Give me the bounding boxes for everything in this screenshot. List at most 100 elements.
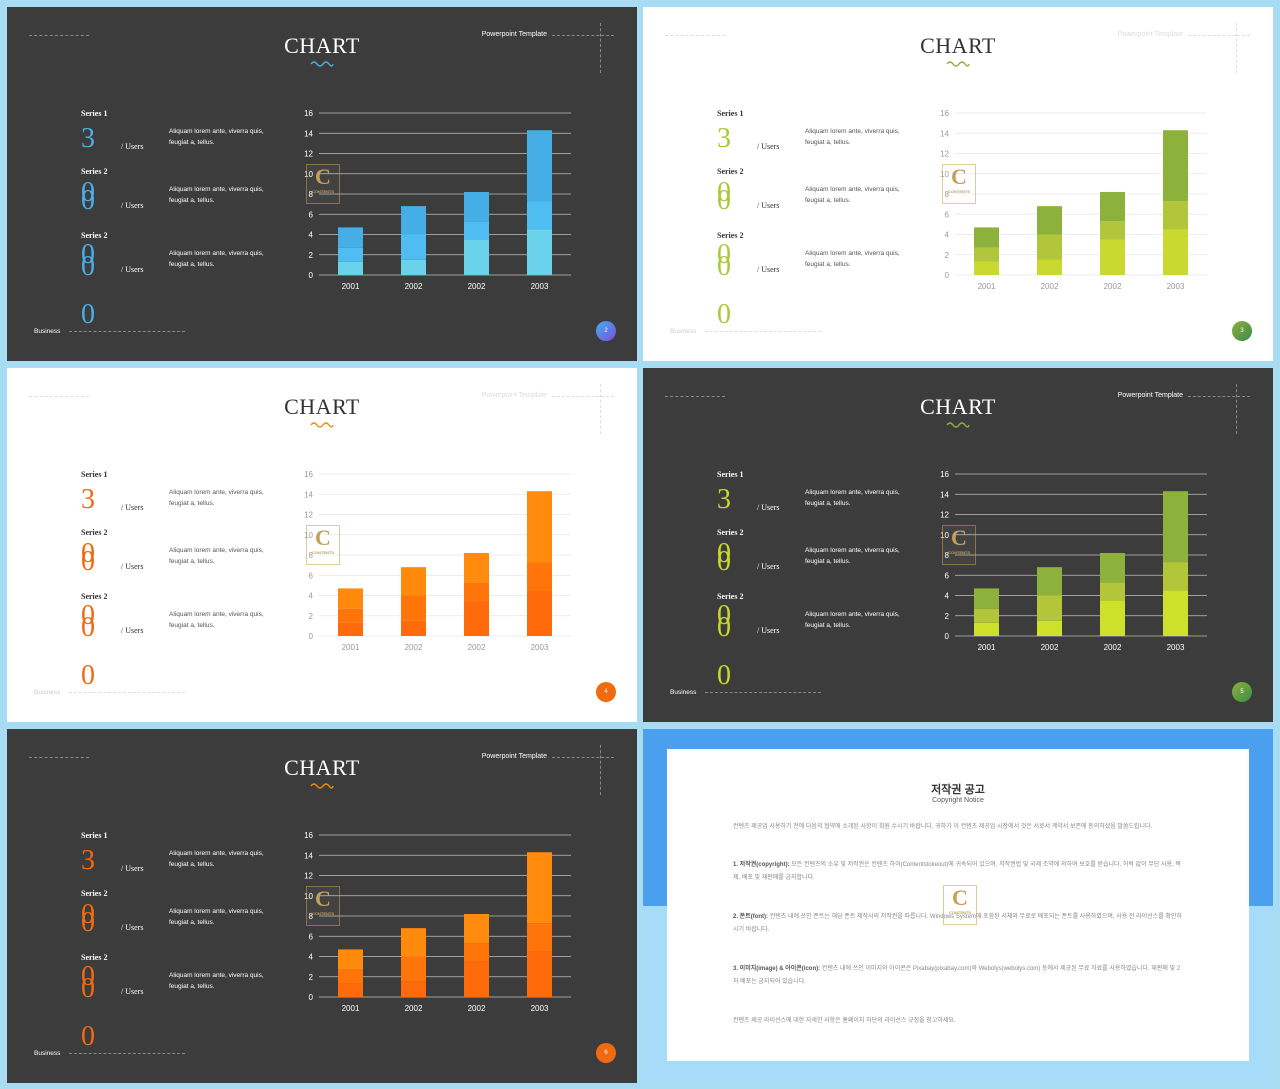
chart-slide[interactable]: Powerpoint Template CHART Series 1 3 / U… bbox=[7, 7, 637, 361]
decor-dash bbox=[1236, 384, 1237, 434]
bar-segment bbox=[1037, 259, 1062, 275]
y-tick-label: 12 bbox=[940, 511, 949, 520]
series-value: 0 bbox=[717, 538, 731, 569]
series-name: Series 1 bbox=[717, 470, 744, 479]
series-name: Series 2 bbox=[81, 592, 108, 601]
series-name: Series 2 bbox=[81, 231, 108, 240]
y-tick-label: 14 bbox=[940, 129, 949, 138]
y-tick-label: 2 bbox=[309, 973, 314, 982]
series-unit: / Users bbox=[121, 265, 144, 274]
series-value-overlap: 0 bbox=[717, 546, 731, 577]
x-tick-label: 2002 bbox=[468, 643, 486, 652]
x-tick-label: 2002 bbox=[1041, 282, 1059, 291]
series-name: Series 1 bbox=[81, 831, 108, 840]
bar-segment bbox=[527, 852, 552, 924]
series-value: 3 bbox=[81, 123, 95, 154]
bar-segment bbox=[974, 247, 999, 262]
extra-value: 0 bbox=[81, 299, 95, 330]
bar-segment bbox=[1163, 229, 1188, 275]
watermark-logo: C CONTENTS bbox=[306, 525, 340, 565]
copyright-intro: 컨텐츠 제공업 사용하기 전에 다음의 협약에 소개된 사항이 회원 수시기 바… bbox=[733, 824, 1153, 830]
x-tick-label: 2002 bbox=[1104, 643, 1122, 652]
series-value: 3 bbox=[717, 484, 731, 515]
bar-segment bbox=[1163, 201, 1188, 230]
y-tick-label: 12 bbox=[304, 872, 313, 881]
decor-dash bbox=[600, 745, 601, 795]
bar-chart: 0 2 4 6 8 10 12 14 16 2001 2002 2002 2003 bbox=[304, 470, 571, 652]
y-tick-label: 6 bbox=[309, 571, 314, 580]
chart-slide[interactable]: Powerpoint Template CHART Series 1 3 / U… bbox=[7, 368, 637, 722]
x-tick-label: 2002 bbox=[1104, 282, 1122, 291]
y-tick-label: 10 bbox=[940, 531, 949, 540]
series-name: Series 2 bbox=[717, 528, 744, 537]
page-number-badge: 5 bbox=[1232, 682, 1252, 702]
bar-segment bbox=[1100, 552, 1125, 583]
section-text: 컨텐츠 내에 쓰인 폰트는 해당 폰트 제작사의 저작권을 따릅니다. Wind… bbox=[733, 914, 1182, 933]
chart-slide[interactable]: Powerpoint Template CHART Series 1 3 / U… bbox=[7, 729, 637, 1083]
x-tick-label: 2003 bbox=[1167, 643, 1185, 652]
series-name: Series 2 bbox=[81, 167, 108, 176]
series-value-overlap: 0 bbox=[81, 973, 95, 1004]
bar-segment bbox=[1037, 206, 1062, 235]
decor-dash bbox=[69, 331, 185, 332]
business-label: Business bbox=[34, 689, 61, 696]
y-tick-label: 0 bbox=[309, 993, 314, 1002]
copyright-title: 저작권 공고 bbox=[931, 784, 985, 796]
chart-slide[interactable]: Powerpoint Template CHART Series 1 3 / U… bbox=[643, 368, 1273, 722]
wave-icon bbox=[310, 783, 334, 789]
bar-segment bbox=[974, 227, 999, 248]
chart-slide[interactable]: Powerpoint Template CHART Series 1 3 / U… bbox=[643, 7, 1273, 361]
decor-dash bbox=[1188, 396, 1250, 397]
series-value: 3 bbox=[81, 484, 95, 515]
logo-letter: C bbox=[951, 525, 967, 550]
series-desc: Aliquam lorem ante, viverra quis, feugia… bbox=[169, 972, 264, 990]
series-value: 0 bbox=[81, 538, 95, 569]
y-tick-label: 8 bbox=[945, 190, 950, 199]
x-tick-label: 2001 bbox=[978, 643, 996, 652]
series-desc: Aliquam lorem ante, viverra quis, feugia… bbox=[169, 908, 264, 926]
watermark-logo: C CONTENTS bbox=[306, 886, 340, 926]
bar-segment bbox=[338, 227, 363, 248]
y-tick-label: 4 bbox=[945, 592, 950, 601]
series-value-overlap: 0 bbox=[81, 546, 95, 577]
y-tick-label: 8 bbox=[945, 551, 950, 560]
bar-segment bbox=[338, 983, 363, 997]
bar-segment bbox=[1037, 595, 1062, 621]
bar-segment bbox=[1100, 221, 1125, 240]
copyright-section-3: 3. 이미지(image) & 아이콘(icon): 컨텐츠 내에 쓰인 이미지… bbox=[733, 963, 1185, 988]
series-value-overlap: 0 bbox=[81, 185, 95, 216]
series-unit: / Users bbox=[757, 142, 780, 151]
y-tick-label: 10 bbox=[304, 531, 313, 540]
bar-segment bbox=[338, 608, 363, 623]
series-unit: / Users bbox=[757, 265, 780, 274]
x-tick-label: 2001 bbox=[342, 643, 360, 652]
series-value: 0 bbox=[717, 239, 731, 270]
bar-segment bbox=[338, 969, 363, 984]
bar-segment bbox=[974, 261, 999, 275]
series-name: Series 2 bbox=[717, 167, 744, 176]
bar-segment bbox=[401, 956, 426, 982]
bar-segment bbox=[1163, 491, 1188, 563]
copyright-card: 저작권 공고 Copyright Notice 컨텐츠 제공업 사용하기 전에 … bbox=[667, 749, 1249, 1061]
business-label: Business bbox=[34, 328, 61, 335]
logo-text: CONTENTS bbox=[312, 189, 334, 194]
bar-segment bbox=[338, 949, 363, 970]
slide-title: CHART bbox=[284, 755, 360, 780]
wave-icon bbox=[310, 422, 334, 428]
section-text: 모든 컨텐츠의 소유 및 저작권은 컨텐츠 하이(Contentstokeout… bbox=[733, 862, 1181, 881]
template-label: Powerpoint Template bbox=[1117, 31, 1183, 38]
y-tick-label: 4 bbox=[309, 592, 314, 601]
series-desc: Aliquam lorem ante, viverra quis, feugia… bbox=[805, 128, 900, 146]
y-tick-label: 16 bbox=[940, 109, 949, 118]
bar-chart: 0 2 4 6 8 10 12 14 16 2001 2002 2002 2003 bbox=[940, 470, 1207, 652]
logo-letter: C bbox=[952, 885, 968, 910]
bar-segment bbox=[338, 261, 363, 275]
y-tick-label: 6 bbox=[309, 210, 314, 219]
series-desc: Aliquam lorem ante, viverra quis, feugia… bbox=[169, 547, 264, 565]
y-tick-label: 16 bbox=[304, 470, 313, 479]
section-text: 컨텐츠 내에 쓰인 이미지와 아이콘은 Pixabay(pixabay.com)… bbox=[733, 966, 1181, 985]
bar-segment bbox=[401, 981, 426, 997]
series-desc: Aliquam lorem ante, viverra quis, feugia… bbox=[169, 250, 264, 268]
logo-text: CONTENTS bbox=[312, 911, 334, 916]
bar-segment bbox=[464, 600, 489, 636]
